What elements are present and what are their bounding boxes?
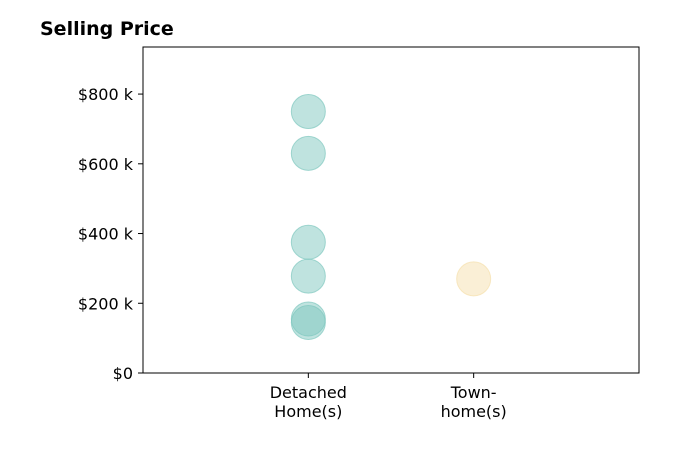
y-axis: $0 $200 k $400 k $600 k $800 k bbox=[78, 85, 143, 383]
data-point bbox=[290, 258, 326, 294]
data-points bbox=[290, 94, 492, 340]
x-tick-label: Home(s) bbox=[274, 402, 342, 421]
y-tick-label: $400 k bbox=[78, 225, 134, 244]
data-point bbox=[290, 135, 326, 171]
y-tick-label: $200 k bbox=[78, 294, 134, 313]
y-tick-label: $0 bbox=[113, 364, 133, 383]
x-tick-label: home(s) bbox=[441, 402, 507, 421]
plot-frame bbox=[142, 46, 640, 374]
data-point bbox=[456, 261, 492, 297]
y-tick-label: $600 k bbox=[78, 155, 134, 174]
x-tick-label: Detached bbox=[270, 383, 347, 402]
y-tick-label: $800 k bbox=[78, 85, 134, 104]
x-tick-label: Town- bbox=[450, 383, 497, 402]
data-point bbox=[290, 304, 326, 340]
chart-title: Selling Price bbox=[40, 18, 174, 40]
data-point bbox=[290, 224, 326, 260]
data-point bbox=[290, 94, 326, 130]
